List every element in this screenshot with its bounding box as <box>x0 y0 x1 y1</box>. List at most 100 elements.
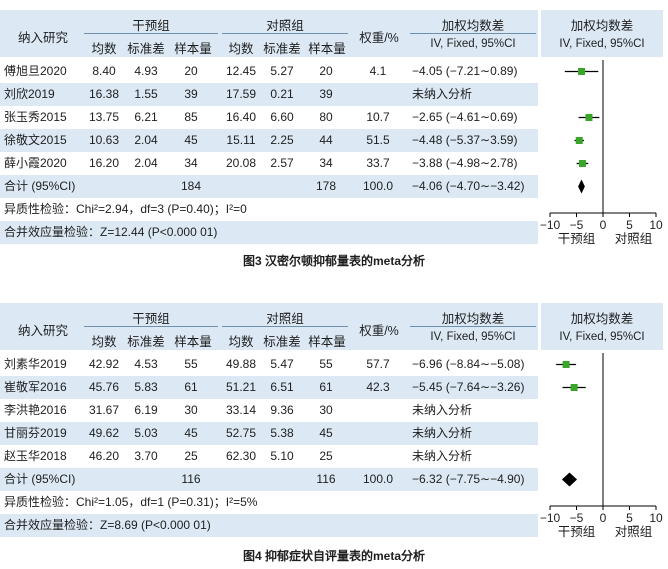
mean1: 16.38 <box>88 87 120 101</box>
overall-effect-text: 合并效应量检验：Z=8.69 (P<0.000 01) <box>4 518 211 532</box>
figure-caption: 图3 汉密尔顿抑郁量表的meta分析 <box>242 254 426 268</box>
col-weight: 权重/% <box>359 324 399 338</box>
forest-plot: −10 −5 0 5 10 干预组 对照组 <box>540 353 663 539</box>
x-tick-label: −10 <box>540 218 561 232</box>
effect-square <box>562 361 570 368</box>
weight: 57.7 <box>366 357 390 371</box>
n2: 178 <box>315 179 337 193</box>
n1: 61 <box>184 380 198 394</box>
sub-sd: 标准差 <box>127 335 165 349</box>
sub-sd: 标准差 <box>263 42 301 56</box>
overall-effect-text: 合并效应量检验：Z=12.44 (P<0.000 01) <box>4 225 218 239</box>
effect: −4.06 (−4.70∼−3.42) <box>412 179 525 193</box>
effect: 未纳入分析 <box>412 449 473 463</box>
weight: 100.0 <box>362 179 394 193</box>
overall-effect-row: 合并效应量检验：Z=12.44 (P<0.000 01) <box>0 221 538 244</box>
sub-n: 样本量 <box>308 335 346 349</box>
n1: 116 <box>181 472 201 486</box>
n1: 20 <box>184 64 198 78</box>
plot-title: 加权均数差 <box>570 19 634 33</box>
sd1: 6.19 <box>134 403 158 417</box>
mean1: 10.63 <box>88 133 120 147</box>
table-row: 赵玉华2018 46.20 3.70 25 62.30 5.10 25 未纳入分… <box>0 445 538 468</box>
effect-square <box>570 384 578 391</box>
x-tick-label: 0 <box>600 511 607 525</box>
effect: −4.48 (−5.37∼3.59) <box>412 133 518 147</box>
study: 合计 (95%CI) <box>4 472 76 486</box>
effect: −4.05 (−7.21∼0.89) <box>412 64 518 78</box>
x-tick-label: 10 <box>649 511 663 525</box>
sub-mean: 均数 <box>228 42 254 56</box>
n1: 39 <box>184 87 198 101</box>
x-tick-label: 0 <box>600 218 607 232</box>
sub-n: 样本量 <box>174 335 212 349</box>
mean1: 46.20 <box>88 449 120 463</box>
col-control: 对照组 <box>266 19 304 33</box>
sd2: 9.36 <box>270 403 294 417</box>
effect: 未纳入分析 <box>412 403 473 417</box>
sub-mean: 均数 <box>228 335 254 349</box>
mean1: 31.67 <box>88 403 120 417</box>
x-tick-label: 5 <box>626 218 633 232</box>
col-weight: 权重/% <box>359 31 399 45</box>
heterogeneity-row: 异质性检验：Chi²=2.94，df=3 (P=0.40)；I²=0 <box>0 198 538 221</box>
table-row: 徐敬文2015 10.63 2.04 45 15.11 2.25 44 51.5… <box>0 129 538 152</box>
col-wmd: 加权均数差 <box>441 312 505 326</box>
effect: 未纳入分析 <box>412 87 473 101</box>
col-wmd: 加权均数差 <box>441 19 505 33</box>
sd1: 4.53 <box>134 357 158 371</box>
n2: 80 <box>319 110 333 124</box>
study: 刘欣2019 <box>4 87 55 101</box>
mean2: 17.59 <box>225 87 257 101</box>
col-intervention: 干预组 <box>132 19 170 33</box>
x-tick-label: 10 <box>649 218 663 232</box>
plot-header-bg <box>541 303 663 350</box>
sub-n: 样本量 <box>308 42 346 56</box>
plot-ci: IV, Fixed, 95%CI <box>559 38 645 50</box>
n2: 116 <box>316 472 336 486</box>
table-row: 甘丽芬2019 49.62 5.03 45 52.75 5.38 45 未纳入分… <box>0 422 538 445</box>
table-row: 李洪艳2016 31.67 6.19 30 33.14 9.36 30 未纳入分… <box>0 399 538 422</box>
n2: 45 <box>319 426 333 440</box>
figure-4: 纳入研究 干预组 对照组 权重/% 加权均数差 IV, Fixed, 95%CI… <box>0 293 668 569</box>
heterogeneity-row: 异质性检验：Chi²=1.05，df=1 (P=0.31)；I²=5% <box>0 491 538 514</box>
effect-square <box>578 160 586 167</box>
n2: 20 <box>319 64 333 78</box>
sd1: 6.21 <box>134 110 158 124</box>
plot-ci: IV, Fixed, 95%CI <box>559 331 645 343</box>
sd2: 5.27 <box>270 64 294 78</box>
effect-square <box>575 137 583 144</box>
study: 张玉秀2015 <box>4 110 67 124</box>
study: 合计 (95%CI) <box>4 179 76 193</box>
col-control: 对照组 <box>266 312 304 326</box>
effect-square <box>585 114 593 121</box>
col-study: 纳入研究 <box>17 31 68 45</box>
x-tick-label: −10 <box>540 511 561 525</box>
mean1: 16.20 <box>88 156 120 170</box>
sd1: 2.04 <box>134 133 158 147</box>
n1: 85 <box>184 110 198 124</box>
weight <box>350 422 406 445</box>
group-underline <box>410 326 536 327</box>
mean1: 13.75 <box>88 110 120 124</box>
sd2: 5.38 <box>270 426 294 440</box>
mean2: 15.11 <box>226 133 256 147</box>
mean2: 12.45 <box>225 64 257 78</box>
table-row: 崔敬军2016 45.76 5.83 61 51.21 6.51 61 42.3… <box>0 376 538 399</box>
effect: −2.65 (−4.61∼0.69) <box>412 110 518 124</box>
table-row: 张玉秀2015 13.75 6.21 85 16.40 6.60 80 10.7… <box>0 106 538 129</box>
sub-mean: 均数 <box>91 42 117 56</box>
mean1: 8.40 <box>92 64 116 78</box>
sub-mean: 均数 <box>91 335 117 349</box>
table-row: 刘欣2019 16.38 1.55 39 17.59 0.21 39 未纳入分析 <box>0 83 538 106</box>
mean2: 33.14 <box>225 403 257 417</box>
n2: 39 <box>319 87 333 101</box>
study: 李洪艳2016 <box>4 403 67 417</box>
group-underline <box>84 33 218 34</box>
mean2: 52.75 <box>225 426 257 440</box>
sd2: 6.51 <box>270 380 294 394</box>
pooled-diamond <box>561 472 578 487</box>
sub-sd: 标准差 <box>263 335 301 349</box>
favours-intervention-label: 干预组 <box>558 232 596 246</box>
n2: 61 <box>319 380 333 394</box>
